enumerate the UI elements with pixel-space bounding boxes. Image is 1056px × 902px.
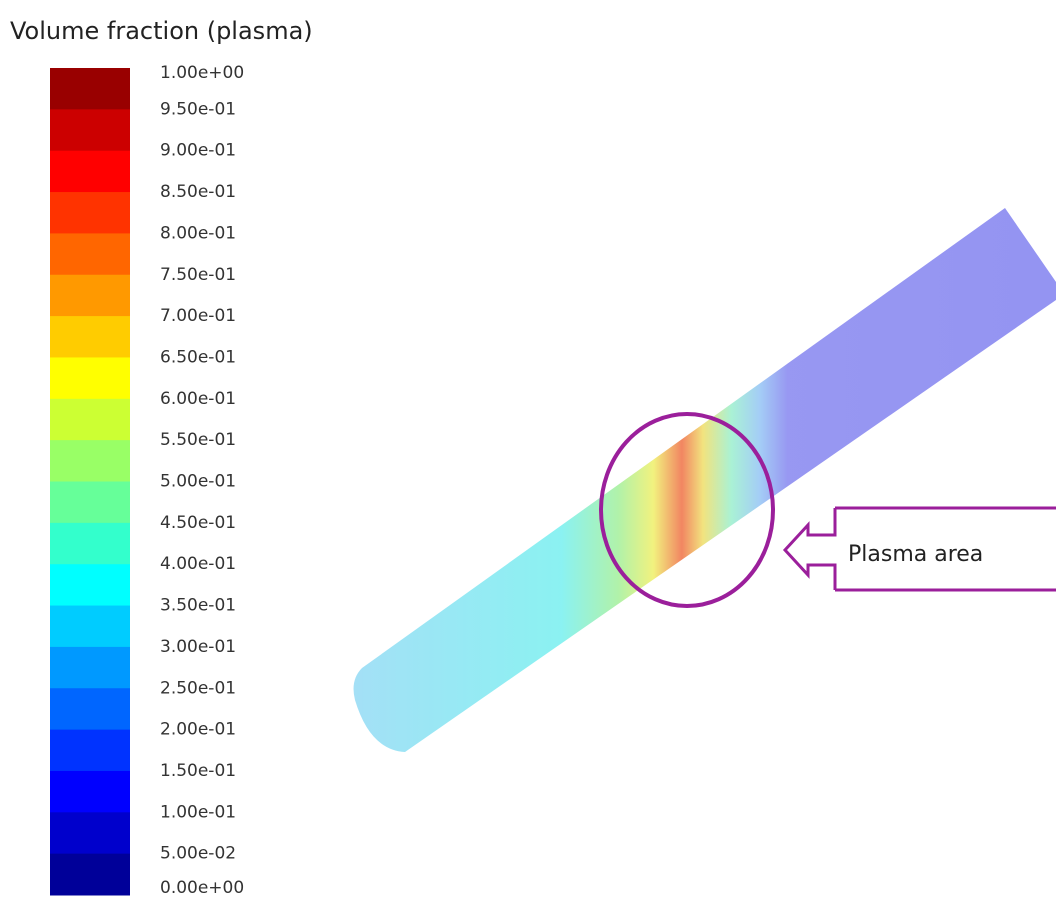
tick-label: 2.00e-01: [160, 720, 236, 740]
color-band: [50, 688, 130, 730]
tick-label: 1.00e+00: [160, 63, 244, 83]
annotation: Plasma area: [848, 542, 983, 567]
tube: [354, 208, 1056, 752]
color-band: [50, 316, 130, 358]
color-band: [50, 233, 130, 275]
color-band: [50, 192, 130, 234]
color-band: [50, 812, 130, 854]
tick-label: 5.50e-01: [160, 430, 236, 450]
tick-label: 3.50e-01: [160, 596, 236, 616]
color-band: [50, 771, 130, 813]
color-band: [50, 68, 130, 110]
figure: Volume fraction (plasma) 1.00e+00 9.50e-0…: [0, 0, 1056, 902]
color-band: [50, 564, 130, 606]
tick-label: 6.00e-01: [160, 389, 236, 409]
tick-label: 8.00e-01: [160, 223, 236, 243]
color-band: [50, 647, 130, 689]
tick-label: 9.00e-01: [160, 141, 236, 161]
tick-label: 4.00e-01: [160, 554, 236, 574]
tick-label: 8.50e-01: [160, 182, 236, 202]
tick-label: 6.50e-01: [160, 347, 236, 367]
tick-label: 3.00e-01: [160, 637, 236, 657]
legend-title: Volume fraction (plasma): [10, 17, 313, 45]
color-band: [50, 523, 130, 565]
tick-label: 4.50e-01: [160, 513, 236, 533]
color-band: [50, 482, 130, 524]
tick-label: 7.00e-01: [160, 306, 236, 326]
tick-label: 2.50e-01: [160, 678, 236, 698]
tick-label: 5.00e-01: [160, 472, 236, 492]
tick-label: 7.50e-01: [160, 265, 236, 285]
color-band: [50, 730, 130, 772]
tick-label: 5.00e-02: [160, 844, 236, 864]
color-band: [50, 854, 130, 896]
color-band: [50, 440, 130, 482]
color-band: [50, 109, 130, 151]
tick-label: 1.50e-01: [160, 761, 236, 781]
color-band: [50, 151, 130, 193]
color-band: [50, 606, 130, 648]
colorbar: 1.00e+00 9.50e-01 9.00e-01 8.50e-01 8.00e-01…: [50, 63, 244, 898]
color-band: [50, 399, 130, 441]
tick-label: 0.00e+00: [160, 878, 244, 898]
tick-label: 1.00e-01: [160, 802, 236, 822]
color-band: [50, 357, 130, 399]
color-band: [50, 275, 130, 317]
tick-label: 9.50e-01: [160, 99, 236, 119]
